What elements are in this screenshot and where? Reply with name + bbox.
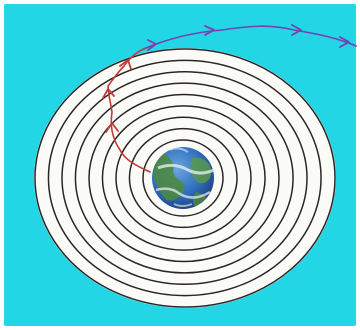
arrowhead-icon: [204, 25, 215, 36]
inner-path-line: [107, 47, 151, 173]
ring: [47, 59, 322, 297]
earth-icon: [152, 147, 214, 209]
inner-path: [102, 47, 151, 173]
outer-path-line: [145, 25, 357, 49]
ring: [115, 116, 252, 240]
ring: [74, 82, 294, 274]
arrowhead-icon: [105, 122, 119, 133]
outer-path: [145, 24, 357, 51]
arrowhead-icon: [291, 24, 302, 36]
ring: [142, 139, 224, 217]
concentric-rings: [34, 48, 336, 308]
ring: [61, 70, 308, 286]
ring: [101, 105, 266, 251]
arrowhead-icon: [102, 88, 115, 99]
ring: [34, 48, 336, 308]
arrowhead-icon: [339, 36, 350, 48]
ring: [128, 127, 238, 229]
arrowhead-icon: [119, 59, 132, 70]
arrowhead-icon: [147, 39, 157, 51]
ring: [88, 93, 280, 263]
